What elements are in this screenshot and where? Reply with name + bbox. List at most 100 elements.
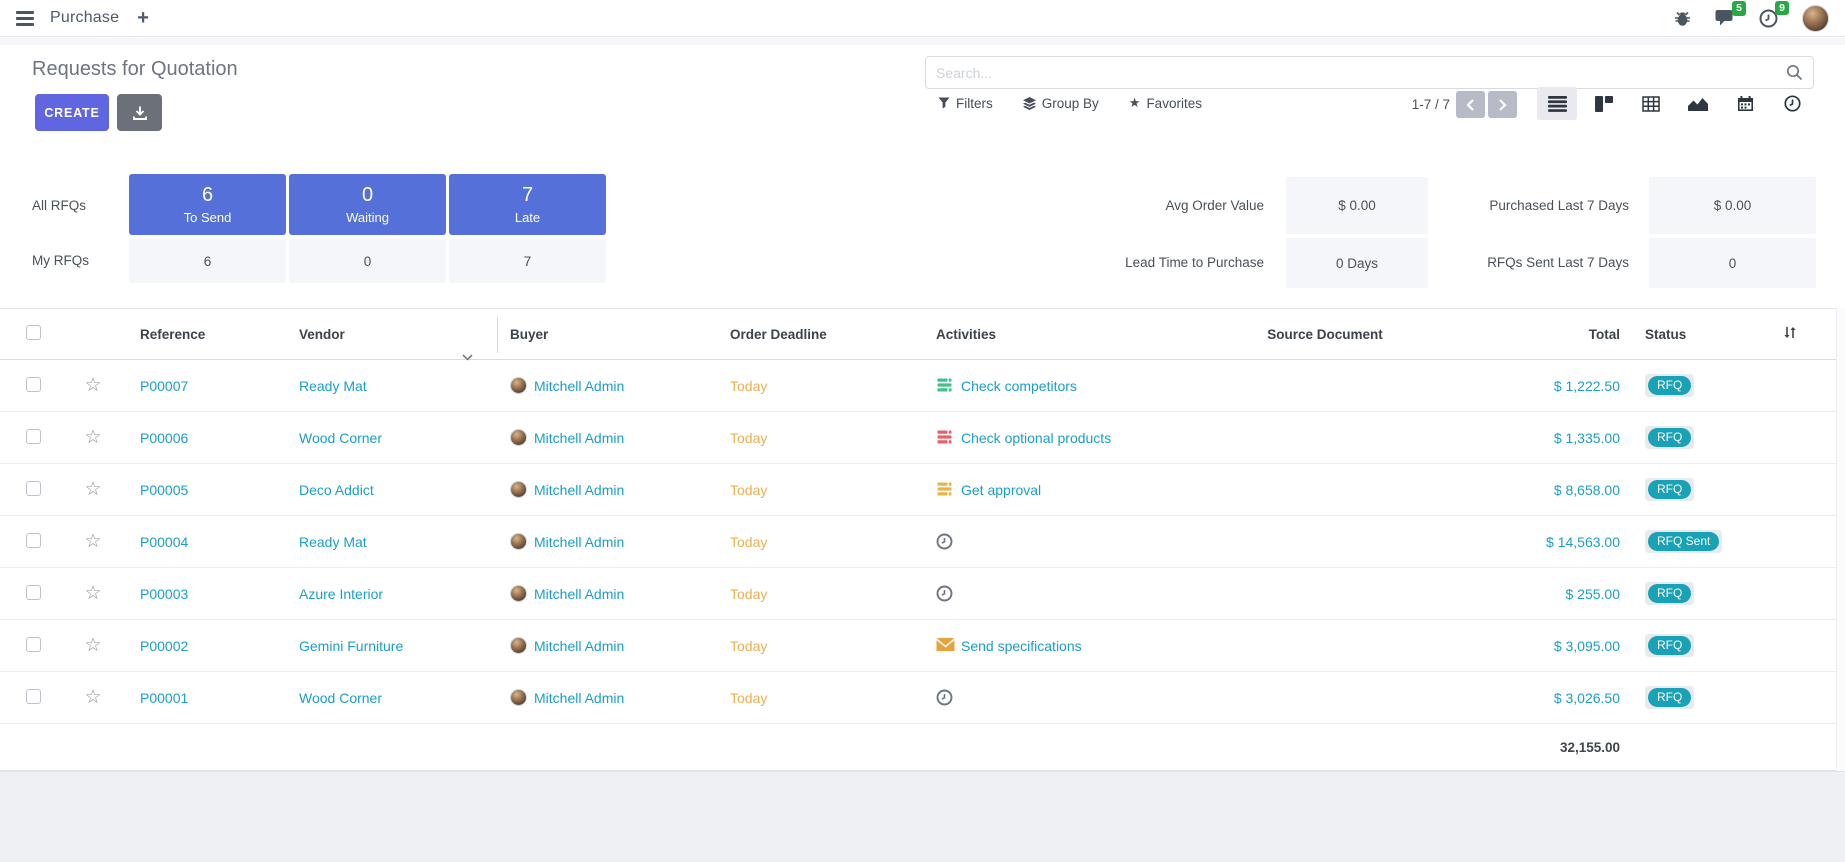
favorite-star-icon[interactable] (84, 375, 101, 396)
buyer-cell[interactable]: Mitchell Admin (505, 377, 730, 394)
status-cell[interactable]: RFQ (1620, 374, 1845, 397)
favorite-star-icon[interactable] (84, 479, 101, 500)
header-buyer[interactable]: Buyer (510, 326, 549, 342)
filters-button[interactable]: Filters (938, 96, 993, 111)
total-value[interactable]: $ 255.00 (1565, 585, 1621, 602)
row-checkbox[interactable] (26, 376, 41, 392)
order-deadline-value[interactable]: Today (730, 689, 768, 706)
messages-icon[interactable]: 5 (1715, 1, 1746, 27)
activity-clock-icon[interactable]: 9 (1759, 0, 1789, 28)
select-all-checkbox[interactable] (26, 325, 41, 340)
buyer-link[interactable]: Mitchell Admin (534, 637, 625, 654)
favorite-star-icon[interactable] (84, 427, 101, 448)
reference-link[interactable]: P00007 (140, 377, 189, 394)
adjust-columns-icon[interactable] (1782, 324, 1798, 344)
status-cell[interactable]: RFQ (1620, 478, 1845, 501)
vendor-link[interactable]: Azure Interior (299, 585, 384, 602)
search-input[interactable] (926, 64, 1786, 81)
activity-label[interactable]: Send specifications (961, 637, 1082, 654)
activity-cell[interactable]: Check optional products (920, 429, 1180, 446)
activity-cell[interactable]: Get approval (920, 481, 1180, 498)
reference-link[interactable]: P00001 (140, 689, 189, 706)
pager-previous-button[interactable] (1456, 91, 1485, 118)
total-value[interactable]: $ 1,335.00 (1553, 429, 1620, 446)
total-value[interactable]: $ 14,563.00 (1546, 533, 1620, 550)
row-checkbox[interactable] (26, 532, 41, 548)
pager-next-button[interactable] (1488, 91, 1517, 118)
buyer-link[interactable]: Mitchell Admin (534, 585, 625, 602)
activity-cell[interactable]: Check competitors (920, 377, 1180, 394)
activity-view-button[interactable] (1772, 87, 1812, 120)
header-order-deadline[interactable]: Order Deadline (730, 326, 827, 342)
vendor-link[interactable]: Wood Corner (299, 689, 383, 706)
table-row[interactable]: P00007 Ready Mat Mitchell Admin Today (0, 360, 1845, 412)
apps-menu-icon[interactable] (14, 9, 36, 28)
user-avatar[interactable] (1802, 4, 1829, 32)
reference-link[interactable]: P00002 (140, 637, 189, 654)
header-reference[interactable]: Reference (140, 326, 206, 342)
table-row[interactable]: P00004 Ready Mat Mitchell Admin Today (0, 516, 1845, 568)
buyer-cell[interactable]: Mitchell Admin (505, 481, 730, 498)
status-cell[interactable]: RFQ (1620, 426, 1845, 449)
order-deadline-value[interactable]: Today (730, 637, 768, 654)
buyer-link[interactable]: Mitchell Admin (534, 689, 625, 706)
activity-label[interactable]: Check optional products (961, 429, 1112, 446)
total-value[interactable]: $ 8,658.00 (1553, 481, 1620, 498)
header-total[interactable]: Total (1588, 326, 1620, 342)
buyer-cell[interactable]: Mitchell Admin (505, 429, 730, 446)
activity-label[interactable]: Check competitors (961, 377, 1077, 394)
vertical-scrollbar[interactable] (1836, 308, 1845, 771)
my-waiting-cell[interactable]: 0 (289, 239, 446, 283)
buyer-link[interactable]: Mitchell Admin (534, 429, 625, 446)
vendor-link[interactable]: Gemini Furniture (299, 637, 404, 654)
to-send-stat-button[interactable]: 6 To Send (129, 174, 286, 235)
column-resize-divider[interactable] (497, 317, 498, 353)
order-deadline-value[interactable]: Today (730, 429, 768, 446)
search-icon[interactable] (1786, 64, 1813, 81)
table-row[interactable]: P00005 Deco Addict Mitchell Admin Today (0, 464, 1845, 516)
buyer-link[interactable]: Mitchell Admin (534, 481, 625, 498)
favorites-button[interactable]: Favorites (1129, 95, 1202, 111)
reference-link[interactable]: P00004 (140, 533, 189, 550)
order-deadline-value[interactable]: Today (730, 377, 768, 394)
order-deadline-value[interactable]: Today (730, 585, 768, 602)
reference-link[interactable]: P00006 (140, 429, 189, 446)
status-cell[interactable]: RFQ (1620, 634, 1845, 657)
my-late-cell[interactable]: 7 (449, 239, 606, 283)
buyer-cell[interactable]: Mitchell Admin (505, 637, 730, 654)
buyer-link[interactable]: Mitchell Admin (534, 533, 625, 550)
late-stat-button[interactable]: 7 Late (449, 174, 606, 235)
total-value[interactable]: $ 1,222.50 (1553, 377, 1620, 394)
vendor-link[interactable]: Ready Mat (299, 533, 367, 550)
favorite-star-icon[interactable] (84, 687, 101, 708)
order-deadline-value[interactable]: Today (730, 533, 768, 550)
table-row[interactable]: P00002 Gemini Furniture Mitchell Admin T… (0, 620, 1845, 672)
create-button[interactable]: CREATE (35, 94, 109, 131)
row-checkbox[interactable] (26, 480, 41, 496)
buyer-cell[interactable]: Mitchell Admin (505, 689, 730, 706)
waiting-stat-button[interactable]: 0 Waiting (289, 174, 446, 235)
export-button[interactable] (117, 94, 162, 131)
row-checkbox[interactable] (26, 688, 41, 704)
header-source-document[interactable]: Source Document (1267, 326, 1383, 342)
activity-cell[interactable] (920, 533, 1180, 550)
vendor-link[interactable]: Wood Corner (299, 429, 383, 446)
buyer-cell[interactable]: Mitchell Admin (505, 533, 730, 550)
total-value[interactable]: $ 3,026.50 (1553, 689, 1620, 706)
row-checkbox[interactable] (26, 428, 41, 444)
calendar-view-button[interactable] (1725, 87, 1765, 120)
order-deadline-value[interactable]: Today (730, 481, 768, 498)
header-activities[interactable]: Activities (936, 326, 997, 342)
graph-view-button[interactable] (1678, 87, 1718, 120)
reference-link[interactable]: P00003 (140, 585, 189, 602)
pivot-view-button[interactable] (1631, 87, 1671, 120)
group-by-button[interactable]: Group By (1022, 96, 1099, 111)
table-row[interactable]: P00003 Azure Interior Mitchell Admin Tod… (0, 568, 1845, 620)
favorite-star-icon[interactable] (84, 583, 101, 604)
favorite-star-icon[interactable] (84, 531, 101, 552)
table-row[interactable]: P00006 Wood Corner Mitchell Admin Today (0, 412, 1845, 464)
total-value[interactable]: $ 3,095.00 (1553, 637, 1620, 654)
activity-cell[interactable]: Send specifications (920, 637, 1180, 654)
activity-cell[interactable] (920, 689, 1180, 706)
row-checkbox[interactable] (26, 584, 41, 600)
